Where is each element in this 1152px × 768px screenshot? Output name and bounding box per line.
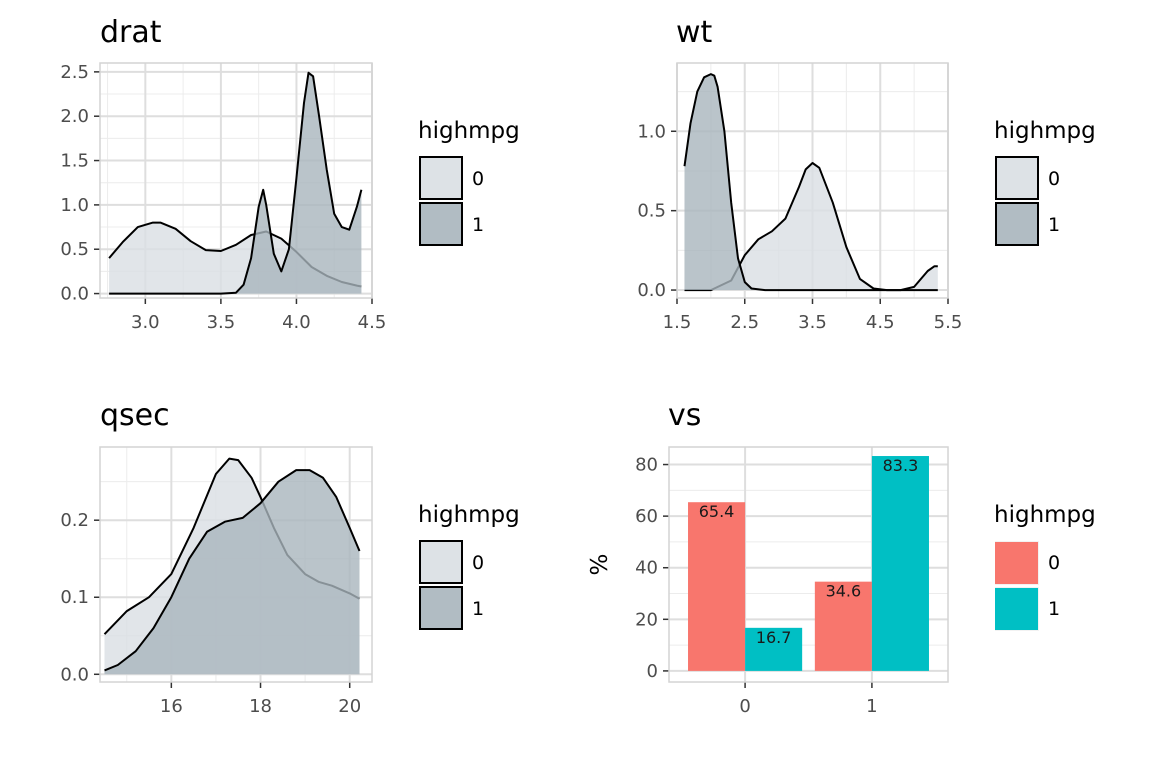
panel-wt: wt 1.5 2.5 3.5 4.5 5.5 0.0 0.5 1.0 highmpg 0 1 (637, 15, 1095, 333)
legend-title: highmpg (418, 118, 520, 144)
y-tick-label: 0.0 (60, 664, 89, 685)
y-axis-label: % (587, 554, 613, 576)
x-tick-label: 4.5 (358, 312, 387, 333)
bar-1-1 (871, 456, 929, 671)
density-line-0 (684, 162, 938, 292)
legend-label: 0 (472, 168, 484, 190)
y-tick-label: 20 (635, 609, 658, 630)
legend: highmpg 0 1 (994, 502, 1096, 631)
x-tick-label: 2.5 (730, 312, 759, 333)
x-tick-label: 1 (866, 696, 877, 717)
x-tick-label: 18 (249, 696, 272, 717)
x-tick-label: 0 (739, 696, 750, 717)
panel-drat: drat 3.0 3.5 4.0 4.5 0.0 0.5 1.0 1.5 2.0 2.5 highmp… (60, 15, 519, 333)
x-tick-label: 16 (160, 696, 183, 717)
x-tick-label: 4.5 (866, 312, 895, 333)
legend-key-0 (419, 540, 463, 584)
legend-label: 0 (1048, 168, 1060, 190)
legend-key-1 (995, 588, 1038, 630)
panel-border (676, 62, 949, 299)
density-line-1 (683, 73, 938, 292)
legend-title: highmpg (994, 118, 1096, 144)
y-tick-label: 0.0 (60, 284, 89, 305)
legend-key-0 (995, 156, 1039, 200)
y-tick-label: 40 (635, 558, 658, 579)
bar-data-label: 65.4 (699, 502, 735, 521)
panel-qsec: qsec 16 18 20 0.0 0.1 0.2 highmpg 0 1 (60, 398, 519, 717)
legend-label: 1 (1048, 214, 1060, 236)
panel-title: vs (668, 398, 701, 433)
y-tick-label: 1.5 (60, 151, 89, 172)
legend-key-1 (419, 586, 463, 630)
bar-data-label: 16.7 (756, 628, 792, 647)
panel-title: wt (676, 15, 713, 50)
density-area-1 (104, 470, 360, 675)
y-tick-label: 2.5 (60, 62, 89, 83)
x-tick-label: 5.5 (934, 312, 963, 333)
y-tick-label: 0.0 (637, 280, 666, 301)
legend-label: 1 (472, 598, 484, 620)
y-tick-label: 0.5 (637, 201, 666, 222)
panel-border (99, 446, 373, 683)
density-area-0 (684, 163, 938, 291)
y-tick-label: 2.0 (60, 106, 89, 127)
density-line-1 (109, 71, 363, 295)
x-tick-label: 4.0 (282, 312, 311, 333)
x-tick-label: 20 (338, 696, 361, 717)
bar-0-0 (688, 502, 746, 671)
legend: highmpg 0 1 (418, 118, 520, 246)
legend: highmpg 0 1 (994, 118, 1096, 246)
legend: highmpg 0 1 (418, 502, 520, 630)
legend-title: highmpg (418, 502, 520, 528)
panel-title: qsec (100, 398, 170, 433)
density-area-1 (109, 72, 362, 294)
legend-label: 0 (472, 552, 484, 574)
bar-0-1 (814, 581, 872, 671)
y-tick-label: 1.0 (637, 121, 666, 142)
panel-title: drat (100, 15, 162, 50)
y-tick-label: 0 (647, 661, 658, 682)
y-tick-label: 60 (635, 506, 658, 527)
bar-data-label: 34.6 (826, 582, 862, 601)
y-tick-label: 0.1 (60, 587, 89, 608)
x-tick-label: 3.0 (131, 312, 160, 333)
panel-vs: vs 0 20 40 60 80 0 1 65.4 34.6 16.7 83.3% highmpg 0 1 (587, 398, 1096, 717)
panel-border (99, 62, 373, 299)
legend-label: 1 (472, 214, 484, 236)
y-tick-label: 0.2 (60, 510, 89, 531)
x-tick-label: 3.5 (798, 312, 827, 333)
legend-label: 1 (1048, 598, 1060, 620)
bar-data-label: 83.3 (883, 456, 919, 475)
panel-border (668, 446, 949, 683)
y-tick-label: 1.0 (60, 195, 89, 216)
legend-key-0 (995, 542, 1038, 584)
x-tick-label: 3.5 (207, 312, 236, 333)
x-tick-label: 1.5 (663, 312, 692, 333)
legend-title: highmpg (994, 502, 1096, 528)
density-line-1 (104, 469, 361, 672)
legend-key-1 (419, 202, 463, 246)
density-area-1 (684, 74, 938, 291)
y-tick-label: 0.5 (60, 239, 89, 260)
legend-key-1 (995, 202, 1039, 246)
y-tick-label: 80 (635, 455, 658, 476)
bar-1-0 (745, 627, 803, 671)
legend-label: 0 (1048, 552, 1060, 574)
legend-key-0 (419, 156, 463, 200)
